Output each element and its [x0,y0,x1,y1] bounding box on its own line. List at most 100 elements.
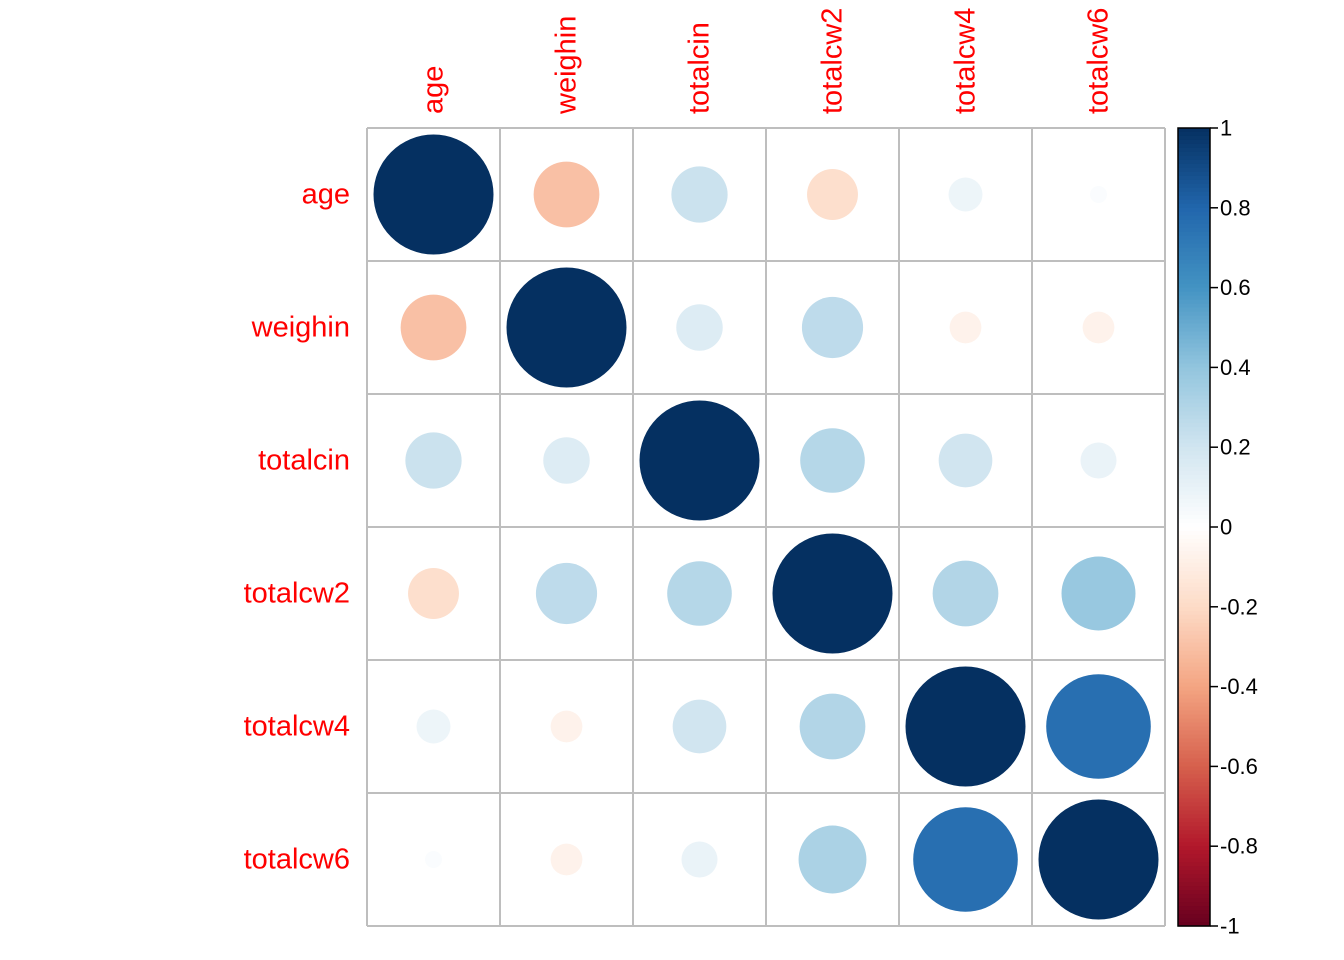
row-label-totalcw4: totalcw4 [244,711,350,743]
colorbar-segment [1178,706,1210,712]
colorbar-segment [1178,902,1210,907]
col-label-age: age [418,66,450,114]
corr-circle-totalcin-age [405,432,462,489]
colorbar-segment [1178,894,1210,899]
colorbar-segment [1178,395,1210,400]
colorbar-tick-label: -0.8 [1220,834,1258,859]
corr-circle-totalcw2-totalcw2 [772,533,893,654]
colorbar-segment [1178,890,1210,895]
colorbar-segment [1178,171,1210,177]
colorbar-segment [1178,746,1210,752]
colorbar-segment [1178,554,1210,560]
colorbar-segment [1178,375,1210,380]
colorbar-segment [1178,618,1210,624]
corr-circle-weighin-totalcin [676,304,723,351]
colorbar-segment [1178,922,1210,927]
colorbar-segment [1178,475,1210,480]
colorbar-segment [1178,542,1210,548]
colorbar-segment [1178,802,1210,807]
corr-circle-weighin-weighin [506,267,627,388]
colorbar-segment [1178,227,1210,233]
colorbar-segment [1178,630,1210,636]
colorbar-segment [1178,582,1210,588]
colorbar-segment [1178,147,1210,153]
colorbar-segment [1178,842,1210,847]
colorbar-segment [1178,515,1210,520]
colorbar-segment [1178,195,1210,201]
colorbar-segment [1178,782,1210,787]
colorbar-segment [1178,798,1210,803]
colorbar-segment [1178,806,1210,811]
colorbar-segment [1178,479,1210,484]
colorbar-segment [1178,646,1210,652]
colorbar-segment [1178,391,1210,396]
colorbar-segment [1178,698,1210,704]
colorbar-segment [1178,906,1210,911]
colorbar-segment [1178,239,1210,245]
colorbar-segment [1178,339,1210,345]
colorbar-segment [1178,794,1210,799]
corr-circle-totalcw6-totalcin [681,841,718,878]
corr-circle-totalcin-weighin [543,437,590,484]
colorbar-segment [1178,291,1210,297]
colorbar-segment [1178,766,1210,771]
colorbar-segment [1178,128,1210,133]
corr-circle-totalcin-totalcw6 [1080,442,1117,479]
colorbar-segment [1178,407,1210,412]
colorbar-segment [1178,327,1210,333]
colorbar-segment [1178,243,1210,249]
colorbar-segment [1178,634,1210,640]
colorbar-segment [1178,614,1210,620]
colorbar-segment [1178,231,1210,237]
colorbar-segment [1178,315,1210,321]
colorbar-tick-label: 0 [1220,515,1232,540]
colorbar-segment [1178,830,1210,835]
corr-circle-totalcw4-totalcw4 [905,666,1026,787]
corr-circle-age-totalcw2 [807,169,858,220]
col-label-totalcw2: totalcw2 [817,8,849,114]
colorbar-segment [1178,778,1210,783]
corr-circle-totalcw4-totalcin [672,699,727,754]
colorbar-segment [1178,626,1210,632]
colorbar-segment [1178,211,1210,217]
colorbar-segment [1178,491,1210,496]
corr-circle-weighin-age [400,294,467,361]
colorbar-segment [1178,886,1210,891]
colorbar-segment [1178,263,1210,269]
colorbar-segment [1178,179,1210,185]
colorbar-segment [1178,507,1210,512]
row-label-totalcw6: totalcw6 [244,844,350,876]
corr-circle-totalcw4-totalcw6 [1046,674,1151,779]
colorbar-segment [1178,882,1210,887]
colorbar-segment [1178,483,1210,488]
colorbar-segment [1178,814,1210,819]
colorbar-segment [1178,550,1210,556]
colorbar-segment [1178,519,1210,524]
colorbar-segment [1178,255,1210,261]
colorbar-segment [1178,403,1210,408]
corr-circle-totalcw4-totalcw2 [799,693,866,760]
colorbar-segment [1178,371,1210,376]
colorbar-segment [1178,570,1210,576]
colorbar-segment [1178,183,1210,189]
colorbar-segment [1178,495,1210,500]
corr-circle-totalcw2-age [408,568,459,619]
colorbar-segment [1178,854,1210,859]
colorbar-segment [1178,175,1210,181]
colorbar-segment [1178,319,1210,325]
colorbar-segment [1178,363,1210,368]
colorbar-segment [1178,694,1210,700]
colorbar-segment [1178,726,1210,732]
corr-circle-totalcin-totalcin [639,400,760,521]
colorbar-segment [1178,642,1210,648]
colorbar-segment [1178,918,1210,923]
colorbar-segment [1178,355,1210,361]
colorbar-tick-label: 1 [1220,116,1232,141]
colorbar-segment [1178,451,1210,456]
colorbar-tick-label: 0.8 [1220,195,1251,220]
colorbar-segment [1178,578,1210,584]
colorbar-segment [1178,750,1210,756]
colorbar-segment [1178,443,1210,448]
corr-circle-totalcw2-totalcin [667,561,732,626]
corr-circle-totalcw4-age [416,709,451,744]
